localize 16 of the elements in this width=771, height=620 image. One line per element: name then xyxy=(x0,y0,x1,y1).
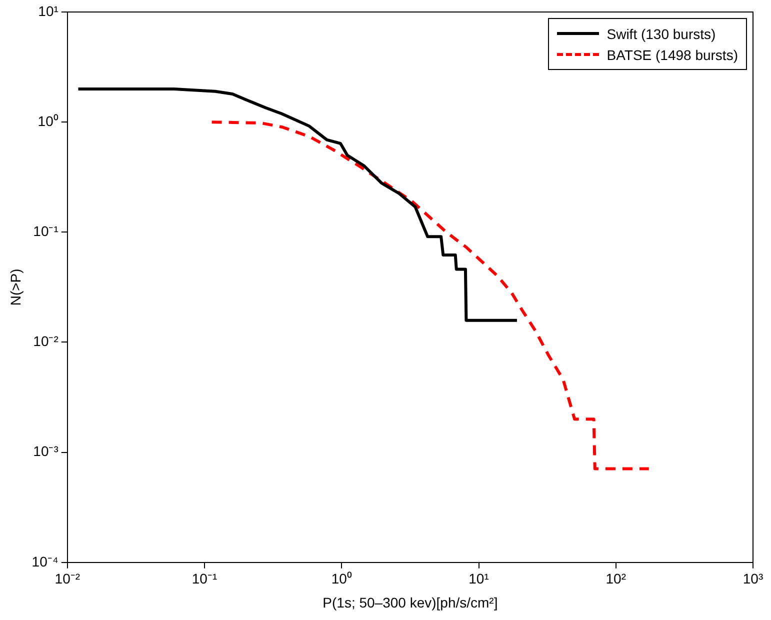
y-tick-label: 10⁰ xyxy=(38,112,58,129)
y-axis-title: N(>P) xyxy=(7,268,24,306)
legend-label: BATSE (1498 bursts) xyxy=(606,46,738,62)
x-tick-label: 10⁻² xyxy=(54,570,80,587)
y-tick-label: 10¹ xyxy=(38,2,59,19)
legend-label: Swift (130 bursts) xyxy=(606,26,716,42)
x-tick-label: 10³ xyxy=(742,570,764,587)
x-tick-label: 10¹ xyxy=(468,570,490,587)
y-tick-label: 10⁻³ xyxy=(33,443,59,460)
x-tick-label: 10⁻¹ xyxy=(192,570,218,587)
y-tick-label: 10⁻² xyxy=(33,333,59,350)
x-axis-title: P(1s; 50–300 kev)[ph/s/cm²] xyxy=(322,594,498,610)
x-tick-label: 10² xyxy=(606,570,626,587)
x-tick-label: 10⁰ xyxy=(331,570,352,587)
y-tick-label: 10⁻⁴ xyxy=(32,553,58,570)
y-tick-label: 10⁻¹ xyxy=(33,223,59,240)
